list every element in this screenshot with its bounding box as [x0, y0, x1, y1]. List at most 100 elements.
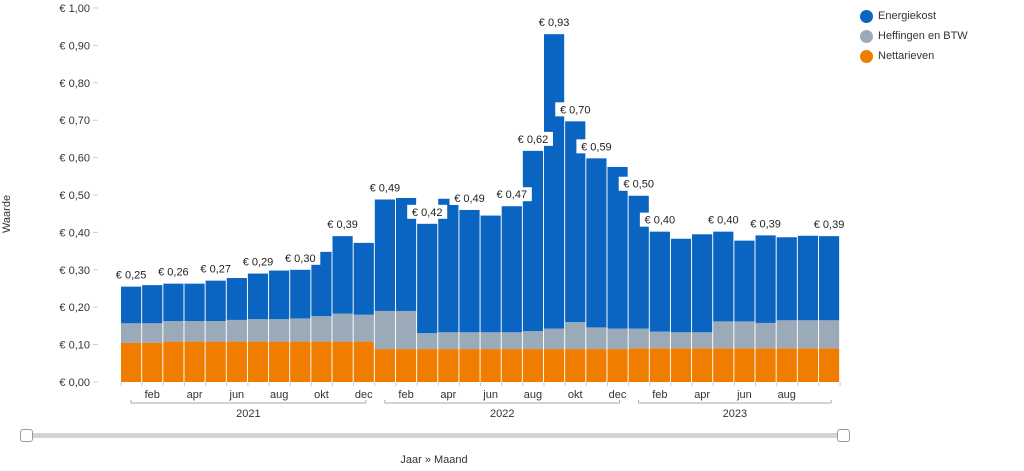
data-label-bg [111, 267, 152, 282]
data-label-bg [618, 176, 659, 191]
bar-segment-nettarieven [522, 349, 544, 382]
bar-segment-energiekost [544, 34, 565, 329]
bar-segment-energiekost [395, 197, 417, 311]
data-label-bg [555, 102, 596, 117]
y-tick-label: € 0,00 [59, 377, 90, 389]
bar-segment-heffingen [353, 314, 374, 342]
bar-segment-heffingen [818, 320, 840, 349]
bar-segment-nettarieven [121, 342, 142, 382]
data-label: € 0,70 [560, 104, 591, 116]
y-tick-label: € 0,20 [59, 302, 90, 314]
bar-segment-nettarieven [755, 348, 776, 382]
data-labels: € 0,25 € 0,26 € 0,27 € 0,29 € 0,30 € 0,39 € 0,… [111, 15, 850, 282]
year-label: 2023 [723, 408, 747, 420]
bar-segment-heffingen [480, 332, 501, 350]
data-label: € 0,29 [243, 257, 274, 269]
bar-segment-energiekost [649, 231, 670, 332]
y-tick-label: € 0,10 [59, 340, 90, 352]
bar-segment-heffingen [607, 328, 628, 350]
bar-segment-heffingen [501, 332, 522, 350]
bar-segment-energiekost [522, 150, 544, 332]
x-tick-label: dec [609, 389, 627, 401]
x-tick-label: aug [778, 389, 796, 401]
range-slider[interactable] [20, 429, 850, 443]
bar-segment-heffingen [522, 331, 544, 350]
bar-segment-energiekost [797, 235, 818, 321]
bar-segment-nettarieven [776, 348, 797, 382]
bar-segment-energiekost [713, 231, 734, 322]
bar-segment-nettarieven [269, 341, 290, 382]
bar-segment-energiekost [353, 242, 374, 315]
data-label: € 0,39 [750, 218, 781, 230]
x-tick-label: okt [568, 389, 583, 401]
bar-segment-nettarieven [670, 348, 692, 382]
data-label: € 0,62 [518, 134, 549, 146]
bar-segment-heffingen [438, 332, 459, 350]
slider-handle-start[interactable] [20, 429, 33, 442]
bar-segment-nettarieven [607, 349, 628, 382]
data-label-bg [322, 217, 363, 232]
y-tick-label: € 0,70 [59, 115, 90, 127]
bar-segment-nettarieven [311, 341, 332, 382]
bar-segment-heffingen [755, 322, 776, 349]
data-label-bg [153, 264, 194, 279]
bar-segment-energiekost [269, 270, 290, 320]
y-axis-title: Waarde [1, 195, 13, 233]
bar-segment-heffingen [121, 323, 142, 343]
bar-segment-heffingen [395, 310, 417, 350]
data-label: € 0,47 [497, 189, 528, 201]
legend-swatch-energiekost [860, 9, 873, 23]
slider-handle-end[interactable] [837, 429, 850, 442]
data-label-bg [491, 187, 532, 202]
bar-segment-nettarieven [438, 349, 459, 382]
x-tick-label: feb [145, 389, 160, 401]
bar-segment-nettarieven [226, 341, 247, 382]
legend-swatch-nettarieven [860, 49, 873, 63]
bar-segment-heffingen [226, 319, 247, 342]
drill-breadcrumb[interactable]: Jaar » Maand [400, 454, 468, 466]
bar-segment-heffingen [290, 318, 311, 342]
bar-segment-nettarieven [797, 348, 818, 382]
data-label-bg [745, 216, 786, 231]
bar-segment-heffingen [565, 322, 586, 350]
legend-item-heffingen[interactable]: Heffingen en BTW [860, 26, 968, 46]
data-label-bg [449, 190, 490, 205]
legend-item-nettarieven[interactable]: Nettarieven [860, 46, 968, 66]
x-tick-label: jun [229, 389, 245, 401]
bar-segment-energiekost [755, 235, 776, 323]
data-label: € 0,49 [370, 182, 401, 194]
data-label-bg [195, 261, 236, 276]
bar-segment-heffingen [332, 313, 353, 342]
bar-segment-heffingen [205, 321, 226, 342]
bar-segment-nettarieven [713, 348, 734, 382]
bar-segment-nettarieven [628, 348, 649, 382]
bar-segment-nettarieven [818, 348, 840, 382]
x-tick-label: aug [270, 389, 288, 401]
bar-segment-energiekost [501, 206, 522, 333]
x-tick-label: feb [652, 389, 667, 401]
y-tick-label: € 0,30 [59, 265, 90, 277]
data-label: € 0,26 [158, 267, 189, 279]
bar-segment-heffingen [163, 321, 184, 342]
bar-segment-energiekost [163, 283, 184, 322]
bar-segment-nettarieven [290, 341, 311, 382]
bar-segment-energiekost [565, 121, 586, 323]
bar-segment-nettarieven [353, 341, 374, 382]
bar-segment-heffingen [247, 319, 269, 342]
bar-segment-nettarieven [142, 342, 163, 382]
bar-segment-energiekost [459, 209, 480, 333]
bar-segment-heffingen [734, 321, 755, 349]
bar-segment-energiekost [142, 285, 163, 324]
bar-segment-heffingen [374, 310, 395, 350]
bar-segment-nettarieven [374, 349, 395, 382]
slider-track[interactable] [24, 433, 846, 438]
data-label-bg [639, 212, 680, 227]
data-label-bg [576, 139, 617, 154]
y-axis: € 0,00 € 0,10 € 0,20 € 0,30 € 0,40 € 0,50 € 0,… [59, 3, 98, 389]
bar-segment-nettarieven [734, 348, 755, 382]
legend-item-energiekost[interactable]: Energiekost [860, 6, 968, 26]
bar-segment-energiekost [184, 283, 205, 322]
data-label-bg [364, 180, 405, 195]
bar-segment-heffingen [311, 316, 332, 342]
y-tick-label: € 0,90 [59, 40, 90, 52]
